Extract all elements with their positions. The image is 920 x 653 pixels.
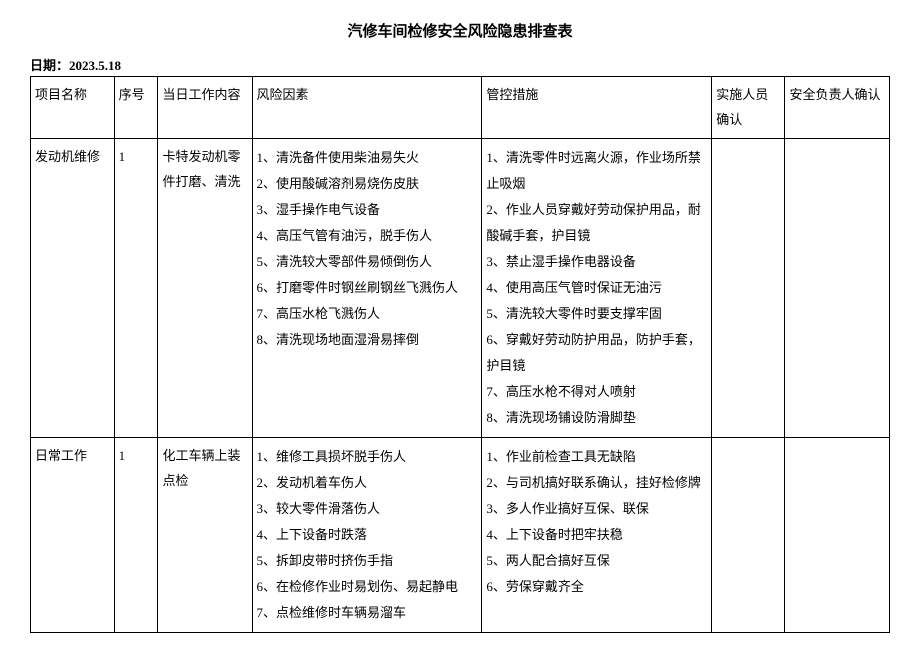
cell-staff: [712, 438, 785, 633]
header-control: 管控措施: [482, 77, 712, 139]
cell-work: 化工车辆上装点检: [158, 438, 252, 633]
cell-work: 卡特发动机零件打磨、清洗: [158, 139, 252, 438]
cell-staff: [712, 139, 785, 438]
header-work: 当日工作内容: [158, 77, 252, 139]
date-value: 2023.5.18: [69, 58, 121, 73]
header-project: 项目名称: [31, 77, 115, 139]
header-safety: 安全负责人确认: [785, 77, 890, 139]
inspection-table: 项目名称 序号 当日工作内容 风险因素 管控措施 实施人员确认 安全负责人确认 …: [30, 76, 890, 633]
cell-project: 日常工作: [31, 438, 115, 633]
date-label: 日期：: [30, 58, 69, 73]
cell-seq: 1: [114, 438, 158, 633]
date-line: 日期：2023.5.18: [30, 55, 890, 74]
page-title: 汽修车间检修安全风险隐患排查表: [30, 20, 890, 41]
header-row: 项目名称 序号 当日工作内容 风险因素 管控措施 实施人员确认 安全负责人确认: [31, 77, 890, 139]
header-staff: 实施人员确认: [712, 77, 785, 139]
cell-safety: [785, 438, 890, 633]
header-risk: 风险因素: [252, 77, 482, 139]
cell-control: 1、作业前检查工具无缺陷2、与司机搞好联系确认，挂好检修牌3、多人作业搞好互保、…: [482, 438, 712, 633]
table-row: 发动机维修 1 卡特发动机零件打磨、清洗 1、清洗备件使用柴油易失火2、使用酸碱…: [31, 139, 890, 438]
cell-control: 1、清洗零件时远离火源，作业场所禁止吸烟2、作业人员穿戴好劳动保护用品，耐酸碱手…: [482, 139, 712, 438]
cell-seq: 1: [114, 139, 158, 438]
cell-project: 发动机维修: [31, 139, 115, 438]
header-seq: 序号: [114, 77, 158, 139]
cell-safety: [785, 139, 890, 438]
cell-risk: 1、清洗备件使用柴油易失火2、使用酸碱溶剂易烧伤皮肤3、湿手操作电气设备4、高压…: [252, 139, 482, 438]
cell-risk: 1、维修工具损坏脱手伤人2、发动机着车伤人3、较大零件滑落伤人4、上下设备时跌落…: [252, 438, 482, 633]
table-row: 日常工作 1 化工车辆上装点检 1、维修工具损坏脱手伤人2、发动机着车伤人3、较…: [31, 438, 890, 633]
